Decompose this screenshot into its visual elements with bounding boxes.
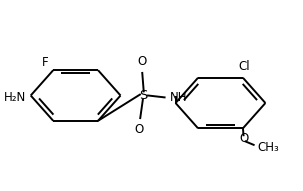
- Text: F: F: [42, 56, 49, 69]
- Text: NH: NH: [170, 91, 187, 104]
- Text: S: S: [139, 89, 148, 102]
- Text: CH₃: CH₃: [258, 141, 279, 154]
- Text: O: O: [138, 55, 147, 68]
- Text: H₂N: H₂N: [4, 91, 26, 104]
- Text: O: O: [239, 132, 248, 145]
- Text: Cl: Cl: [238, 60, 250, 73]
- Text: O: O: [135, 123, 144, 136]
